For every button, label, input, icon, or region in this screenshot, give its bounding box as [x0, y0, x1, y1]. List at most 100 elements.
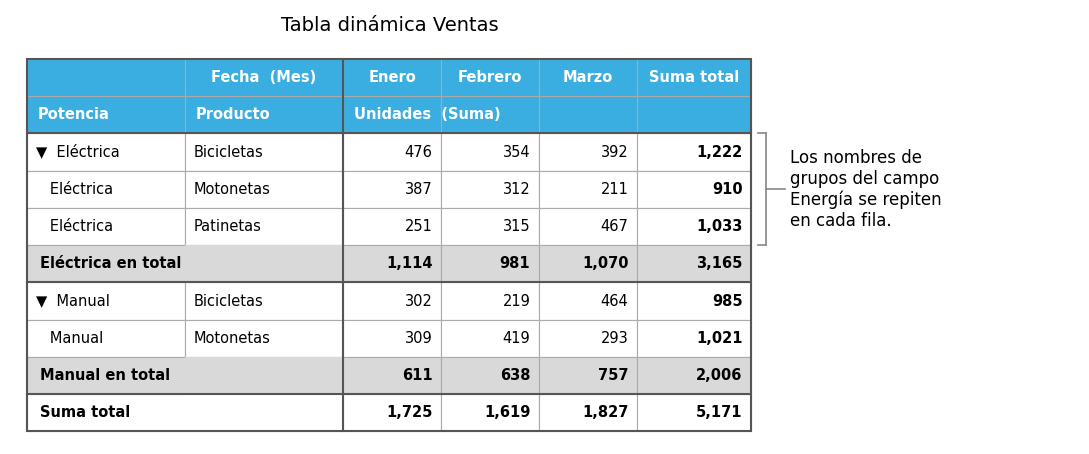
Bar — [27, 245, 343, 282]
Bar — [539, 59, 637, 96]
Bar — [441, 282, 539, 320]
Bar — [185, 59, 343, 96]
Bar — [185, 320, 343, 357]
Text: 354: 354 — [503, 144, 530, 160]
Bar — [185, 133, 343, 171]
Bar — [637, 171, 751, 208]
Bar — [27, 171, 185, 208]
Bar — [637, 245, 751, 282]
Bar — [441, 394, 539, 431]
Bar — [637, 357, 751, 394]
Bar — [27, 394, 343, 431]
Bar — [27, 208, 185, 245]
Text: ▼  Eléctrica: ▼ Eléctrica — [36, 144, 120, 160]
Bar — [441, 96, 539, 133]
Text: Suma total: Suma total — [40, 405, 131, 420]
Text: 251: 251 — [404, 219, 432, 234]
Bar — [185, 357, 343, 394]
Bar — [441, 59, 539, 96]
Bar — [539, 394, 637, 431]
Bar — [441, 208, 539, 245]
Bar — [637, 59, 751, 96]
Bar — [185, 96, 343, 133]
Text: Bicicletas: Bicicletas — [194, 144, 264, 160]
Bar — [343, 320, 441, 357]
Bar — [441, 394, 539, 431]
Bar — [539, 208, 637, 245]
Bar — [441, 320, 539, 357]
Bar — [27, 245, 343, 282]
Bar — [185, 171, 343, 208]
Bar — [27, 59, 185, 96]
Bar — [27, 320, 185, 357]
Text: Manual: Manual — [36, 331, 103, 346]
Text: 309: 309 — [405, 331, 432, 346]
Bar — [637, 133, 751, 171]
Bar — [343, 245, 441, 282]
Text: Manual en total: Manual en total — [40, 368, 170, 383]
Bar — [343, 133, 441, 171]
Bar — [441, 245, 539, 282]
Text: 981: 981 — [500, 256, 530, 271]
Text: 467: 467 — [600, 219, 628, 234]
Bar — [637, 320, 751, 357]
Bar — [343, 357, 441, 394]
Bar — [27, 282, 185, 320]
Bar — [441, 208, 539, 245]
Text: Producto: Producto — [196, 107, 271, 123]
Text: 1,033: 1,033 — [696, 219, 743, 234]
Bar — [343, 282, 441, 320]
Bar — [539, 394, 637, 431]
Bar — [343, 171, 441, 208]
Bar — [539, 282, 637, 320]
Bar — [343, 96, 441, 133]
Bar — [185, 208, 343, 245]
Bar — [637, 320, 751, 357]
Text: 910: 910 — [712, 182, 743, 197]
Bar — [27, 171, 185, 208]
Text: Bicicletas: Bicicletas — [194, 293, 264, 309]
Text: 611: 611 — [402, 368, 432, 383]
Bar — [343, 282, 441, 320]
Text: 293: 293 — [601, 331, 628, 346]
Bar — [441, 59, 539, 96]
Text: 312: 312 — [503, 182, 530, 197]
Bar — [27, 96, 185, 133]
Bar — [343, 59, 441, 96]
Text: Potencia: Potencia — [38, 107, 110, 123]
Bar — [185, 245, 343, 282]
Bar — [27, 357, 343, 394]
Text: Eléctrica: Eléctrica — [36, 182, 113, 197]
Bar — [637, 59, 751, 96]
Text: Enero: Enero — [368, 70, 416, 85]
Bar — [637, 96, 751, 133]
Bar — [539, 357, 637, 394]
Bar — [539, 171, 637, 208]
Bar — [441, 357, 539, 394]
Text: 3,165: 3,165 — [696, 256, 743, 271]
Bar — [637, 245, 751, 282]
Text: 387: 387 — [405, 182, 432, 197]
Bar — [27, 320, 185, 357]
Bar — [539, 320, 637, 357]
Bar — [27, 357, 343, 394]
Bar — [343, 357, 441, 394]
Bar — [185, 171, 343, 208]
Text: 5,171: 5,171 — [696, 405, 743, 420]
Bar — [185, 133, 343, 171]
Bar — [343, 96, 441, 133]
Bar — [637, 282, 751, 320]
Text: Eléctrica: Eléctrica — [36, 219, 113, 234]
Text: 1,021: 1,021 — [696, 331, 743, 346]
Text: 419: 419 — [503, 331, 530, 346]
Bar — [539, 59, 637, 96]
Text: 1,222: 1,222 — [697, 144, 743, 160]
Bar — [185, 59, 343, 96]
Bar — [343, 208, 441, 245]
Text: Patinetas: Patinetas — [194, 219, 261, 234]
Bar — [441, 245, 539, 282]
Text: 302: 302 — [404, 293, 432, 309]
Bar — [539, 96, 637, 133]
Bar — [27, 96, 185, 133]
Bar — [539, 208, 637, 245]
